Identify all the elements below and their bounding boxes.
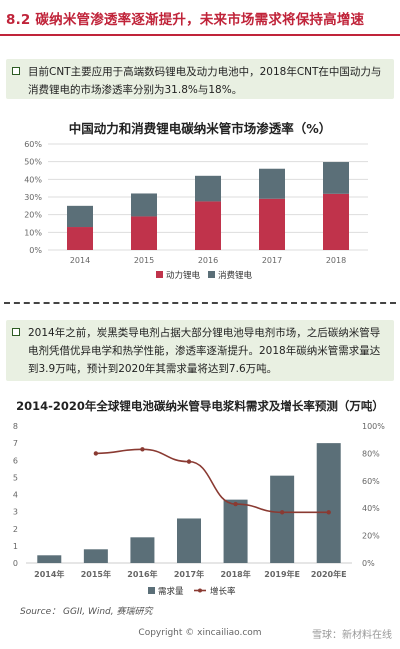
chart2-y2-tick-label: 0% xyxy=(362,559,375,568)
chart2-x-tick-label: 2016年 xyxy=(127,569,157,579)
chart1-y-tick-label: 30% xyxy=(24,193,42,202)
chart1-x-tick-label: 2017 xyxy=(262,256,282,265)
chart2-legend-label-growth: 增长率 xyxy=(210,586,236,597)
chart2-y-tick-label: 6 xyxy=(13,456,18,465)
chart2-y-tick-label: 1 xyxy=(13,542,18,551)
chart2-bar-demand xyxy=(83,549,108,563)
chart1-x-tick-label: 2015 xyxy=(134,256,154,265)
chart1-legend-swatch xyxy=(208,271,215,278)
chart2-x-tick-label: 2018年 xyxy=(220,569,250,579)
copyright-text: Copyright © xincailiao.com xyxy=(138,628,262,638)
chart1-legend-label: 消费锂电 xyxy=(218,270,253,281)
chart1-bar-consumer xyxy=(195,175,221,202)
chart1-bar-power xyxy=(323,193,349,250)
chart2-x-tick-label: 2014年 xyxy=(34,569,64,579)
chart2-x-tick-label: 2015年 xyxy=(81,569,111,579)
square-bullet-icon xyxy=(12,328,20,336)
chart1-y-tick-label: 40% xyxy=(24,175,42,184)
page-header: 8.2 碳纳米管渗透率逐渐提升，未来市场需求将保持高增速 xyxy=(0,0,400,36)
chart2-growth-line xyxy=(95,448,329,514)
note-box-2: 2014年之前，炭黑类导电剂占据大部分锂电池导电剂市场，之后碳纳米管导电剂凭借优… xyxy=(6,320,394,381)
chart2-y2-tick-label: 80% xyxy=(362,449,380,458)
chart2-bar-demand xyxy=(270,475,295,563)
chart1-y-tick-label: 50% xyxy=(24,158,42,167)
chart1-legend-label: 动力锂电 xyxy=(166,270,201,281)
chart2-legend-marker-growth xyxy=(198,588,202,593)
chart1-y-tick-label: 20% xyxy=(24,211,42,220)
chart2-x-tick-label: 2020年E xyxy=(311,569,347,579)
source-note: Source： GGII, Wind, 赛瑞研究 xyxy=(20,607,153,617)
chart1-bar-power xyxy=(67,227,93,250)
section-divider xyxy=(4,302,396,304)
chart1-bar-power xyxy=(259,198,285,250)
chart2-bar-demand xyxy=(130,537,155,563)
chart1-bar-consumer xyxy=(131,193,157,217)
chart2-y-tick-label: 2 xyxy=(13,525,18,534)
chart1-x-tick-label: 2018 xyxy=(326,256,346,265)
chart1-bar-consumer xyxy=(259,168,285,199)
chart2-legend-label-demand: 需求量 xyxy=(158,586,184,597)
chart1-x-tick-label: 2014 xyxy=(70,256,90,265)
xueqiu-logo-text: 雪球：新材料在线 xyxy=(312,630,392,641)
chart2-growth-point xyxy=(326,510,331,515)
chart2-bar-demand xyxy=(37,555,62,563)
chart1-bar-power xyxy=(195,201,221,250)
note-text-1: 目前CNT主要应用于高端数码锂电及动力电池中，2018年CNT在中国动力与消费锂… xyxy=(28,66,382,96)
chart2-y-tick-label: 5 xyxy=(13,473,18,482)
chart2-y-tick-label: 8 xyxy=(13,422,18,431)
chart2-growth-point xyxy=(233,501,238,507)
chart2-y-tick-label: 3 xyxy=(13,508,18,517)
chart2-growth-point xyxy=(93,451,99,456)
note-text-2: 2014年之前，炭黑类导电剂占据大部分锂电池导电剂市场，之后碳纳米管导电剂凭借优… xyxy=(28,327,381,375)
chart2-growth-point xyxy=(186,459,192,464)
chart1-y-tick-label: 10% xyxy=(24,228,42,237)
square-bullet-icon xyxy=(12,67,20,75)
chart1-bar-consumer xyxy=(67,205,93,228)
chart2-legend-swatch-demand xyxy=(148,587,155,594)
chart2-x-tick-label: 2017年 xyxy=(174,569,204,579)
chart2-y2-tick-label: 60% xyxy=(362,477,380,486)
chart1-x-tick-label: 2016 xyxy=(198,256,218,265)
chart1-y-tick-label: 0% xyxy=(29,246,42,255)
chart2-growth-point xyxy=(140,447,145,452)
chart2-bar-demand xyxy=(316,443,341,563)
chart2-y2-tick-label: 100% xyxy=(362,422,385,431)
chart2-y2-tick-label: 20% xyxy=(362,532,380,541)
chart2-growth-point xyxy=(279,510,285,515)
chart2-title: 2014-2020年全球锂电池碳纳米管导电浆料需求及增长率预测（万吨） xyxy=(16,399,384,413)
chart2-x-tick-label: 2019年E xyxy=(264,569,300,579)
note-box-1: 目前CNT主要应用于高端数码锂电及动力电池中，2018年CNT在中国动力与消费锂… xyxy=(6,59,394,99)
chart2-bar-demand xyxy=(177,518,201,563)
chart1-bar-power xyxy=(131,216,157,250)
chart2-y2-tick-label: 40% xyxy=(362,504,380,513)
chart1-title: 中国动力和消费锂电碳纳米管市场渗透率（%） xyxy=(68,121,332,136)
page-title: 8.2 碳纳米管渗透率逐渐提升，未来市场需求将保持高增速 xyxy=(6,12,365,28)
chart2-y-tick-label: 4 xyxy=(13,491,18,500)
chart1-y-tick-label: 60% xyxy=(24,140,42,149)
chart2-y-tick-label: 0 xyxy=(13,559,18,568)
chart2-bar-demand xyxy=(223,499,248,563)
chart1-legend-swatch xyxy=(156,271,163,278)
chart2-y-tick-label: 7 xyxy=(13,439,18,448)
chart1-penetration-rate: 0% 10% 20% 30% 40% 50% 60% 2014 2015 2016 2017 2018… xyxy=(24,140,368,281)
chart1-bar-consumer xyxy=(323,162,349,194)
